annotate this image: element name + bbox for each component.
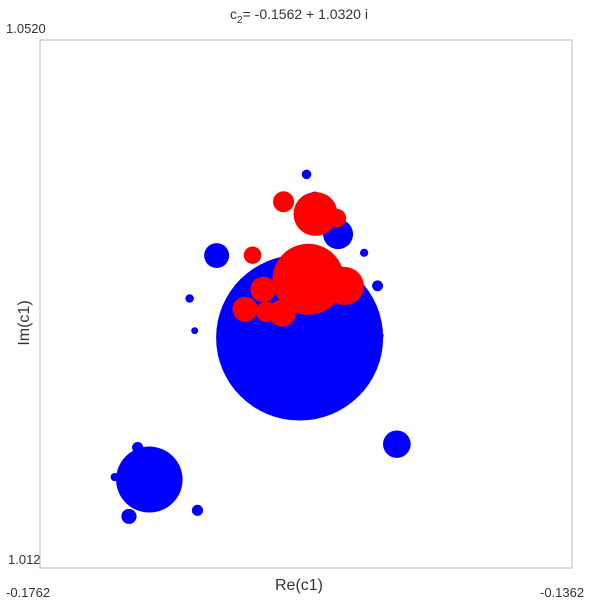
x-axis-label: Re(c1)	[274, 577, 323, 594]
red-region-6	[232, 296, 258, 322]
x-max-label: -0.1362	[540, 585, 585, 600]
red-region-7	[243, 246, 262, 264]
blue-region-10	[301, 169, 312, 180]
red-region-4	[256, 301, 277, 323]
blue-region-12	[359, 248, 369, 257]
blue-region-11	[372, 280, 384, 292]
blue-region-8	[110, 472, 119, 482]
set-regions	[110, 169, 411, 524]
x-min-label: -0.1762	[6, 585, 51, 600]
red-region-9	[327, 208, 347, 228]
red-region-0	[272, 243, 345, 315]
y-max-label: 1.0520	[6, 21, 46, 36]
blue-region-5	[121, 508, 137, 524]
red-region-2	[293, 192, 338, 236]
blue-region-2	[204, 243, 230, 268]
chart-title: c2= -0.1562 + 1.0320 i	[230, 6, 368, 26]
blue-region-4	[383, 430, 411, 458]
red-region-3	[268, 299, 296, 327]
y-min-label: 1.0120	[8, 552, 48, 567]
blue-region-7	[132, 441, 144, 454]
red-region-5	[250, 276, 276, 303]
blue-region-13	[185, 294, 194, 303]
blue-region-6	[191, 504, 204, 516]
red-region-8	[273, 191, 295, 213]
red-region-1	[325, 267, 364, 306]
blue-region-1	[116, 446, 183, 513]
blue-region-15	[378, 332, 384, 339]
blue-region-14	[191, 327, 199, 335]
